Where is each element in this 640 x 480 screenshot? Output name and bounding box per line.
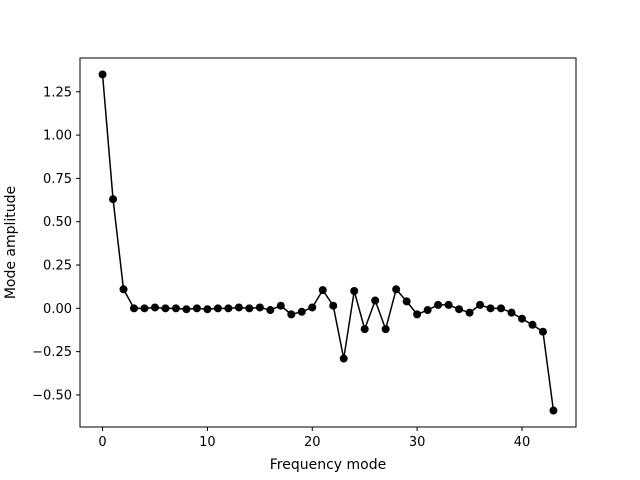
y-tick-label-4: 0.50 xyxy=(43,215,72,230)
data-point-41 xyxy=(528,320,537,329)
data-point-32 xyxy=(434,300,443,309)
data-point-23 xyxy=(339,354,348,363)
data-point-1 xyxy=(109,195,118,204)
data-point-9 xyxy=(192,304,201,313)
y-tick-label-1: −0.25 xyxy=(32,345,72,360)
data-point-38 xyxy=(497,304,506,313)
data-point-15 xyxy=(255,303,264,312)
y-tick-label-7: 1.25 xyxy=(43,85,72,100)
data-point-17 xyxy=(276,301,285,310)
data-point-14 xyxy=(245,304,254,313)
x-tick-label-10: 10 xyxy=(199,435,216,450)
data-point-37 xyxy=(486,304,495,313)
x-tick-label-30: 30 xyxy=(409,435,426,450)
data-point-22 xyxy=(329,301,338,310)
data-point-21 xyxy=(318,286,327,295)
y-tick-label-5: 0.75 xyxy=(43,172,72,187)
data-point-13 xyxy=(234,303,243,312)
data-point-6 xyxy=(161,304,170,313)
data-point-29 xyxy=(402,297,411,306)
data-point-3 xyxy=(130,304,138,313)
data-point-10 xyxy=(203,305,212,314)
data-point-39 xyxy=(507,308,516,317)
data-point-20 xyxy=(308,303,317,312)
data-point-16 xyxy=(266,306,275,315)
x-tick-label-0: 0 xyxy=(98,435,106,450)
y-tick-label-6: 1.00 xyxy=(43,129,72,144)
x-tick-label-20: 20 xyxy=(304,435,321,450)
data-point-2 xyxy=(119,285,128,294)
data-point-36 xyxy=(476,300,485,309)
y-axis-label: Mode amplitude xyxy=(3,186,19,299)
data-point-11 xyxy=(213,304,222,313)
data-point-33 xyxy=(444,300,453,309)
data-point-40 xyxy=(518,314,526,323)
data-point-31 xyxy=(423,306,432,315)
data-point-26 xyxy=(371,296,380,305)
plot-area: 0 10 20 30 40 −0.50 −0.25 0.00 0.25 0.50 0.75 1.00 1… xyxy=(32,57,577,450)
data-point-7 xyxy=(171,304,180,313)
y-tick-label-2: 0.00 xyxy=(43,302,72,317)
data-point-27 xyxy=(381,325,390,334)
data-point-35 xyxy=(465,308,474,317)
data-point-30 xyxy=(413,310,422,319)
data-point-5 xyxy=(150,303,159,312)
series-line xyxy=(101,74,555,411)
data-point-42 xyxy=(538,327,547,336)
data-point-18 xyxy=(287,310,296,319)
data-point-34 xyxy=(455,305,464,314)
data-point-19 xyxy=(297,307,306,316)
data-point-43 xyxy=(549,406,558,415)
data-point-4 xyxy=(140,304,149,313)
data-point-24 xyxy=(350,287,359,296)
x-tick-label-40: 40 xyxy=(514,435,531,450)
y-tick-label-0: −0.50 xyxy=(32,388,72,403)
data-point-8 xyxy=(182,305,191,314)
y-tick-label-3: 0.25 xyxy=(43,259,72,274)
data-point-28 xyxy=(392,285,401,294)
data-point-25 xyxy=(360,325,369,334)
x-axis-label: Frequency mode xyxy=(270,457,386,473)
data-point-12 xyxy=(224,304,233,313)
data-point-0 xyxy=(98,70,107,79)
axes-frame xyxy=(79,57,577,428)
